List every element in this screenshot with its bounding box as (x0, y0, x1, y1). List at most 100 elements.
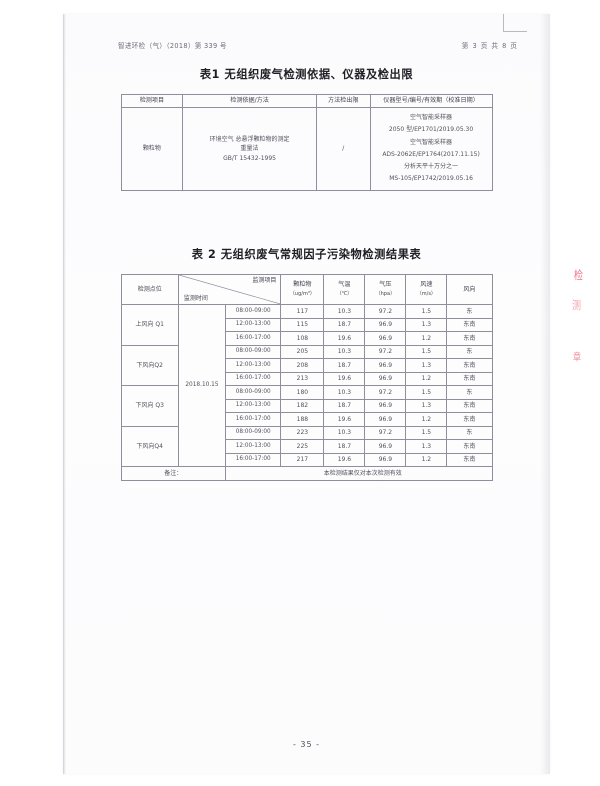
winddirection-value-cell: 东南 (446, 317, 493, 332)
table-row: 12:00-13:00 182 18.7 96.9 1.3 东南 (121, 398, 493, 413)
pressure-value-cell: 96.9 (364, 358, 407, 373)
table1-col-item: 检测项目 (120, 94, 184, 108)
windspeed-value-cell: 1.2 (405, 412, 448, 427)
winddirection-value-cell: 东南 (446, 412, 493, 427)
method-line-3: GB/T 15432-1995 (223, 154, 276, 162)
table1-cell-instrument: 空气智能采样器 2050 型/EP1701/2019.05.30 空气智能采样器… (369, 107, 493, 191)
windspeed-value-cell: 1.3 (405, 358, 448, 373)
winddirection-value-cell: 东南 (446, 398, 493, 413)
measurement-time-cell: 12:00-13:00 (225, 398, 282, 413)
measurement-time-cell: 08:00-09:00 (225, 425, 282, 440)
pressure-value-cell: 97.2 (364, 304, 407, 319)
winddirection-value-cell: 东 (446, 425, 493, 440)
windspeed-value-cell: 1.2 (405, 452, 448, 467)
temperature-value-cell: 18.7 (323, 398, 366, 413)
temperature-value-cell: 10.3 (323, 385, 366, 400)
table-row: 颗粒物 环境空气 总悬浮颗粒物的测定 重量法 GB/T 15432-1995 /… (120, 107, 493, 191)
measurement-site-cell: 下风向 Q3 (120, 385, 179, 427)
windspeed-unit: （m/s） (416, 290, 436, 297)
table2-title: 表 2 无组织废气常规因子污染物检测结果表 (191, 248, 422, 261)
particulate-value-cell: 115 (280, 317, 325, 332)
winddirection-value-cell: 东南 (446, 439, 493, 454)
table1-section: 表1 无组织废气检测依据、仪器及检出限 检测项目 检测依据/方法 方法检出限 仪… (63, 66, 550, 191)
particulate-value-cell: 208 (280, 358, 325, 373)
pressure-value-cell: 96.9 (364, 412, 407, 427)
table2-col-particulate: 颗粒物 （ug/m³） (280, 274, 325, 305)
pressure-value-cell: 97.2 (364, 385, 407, 400)
seal-char-1: 检 (574, 270, 584, 283)
measurement-site-cell: 下风向Q2 (120, 344, 179, 386)
measurement-time-cell: 16:00-17:00 (225, 331, 282, 346)
pressure-value-cell: 96.9 (364, 398, 407, 413)
table-row: 16:00-17:00 188 19.6 96.9 1.2 东南 (121, 412, 493, 427)
windspeed-label: 风速 (420, 281, 433, 289)
particulate-unit: （ug/m³） (289, 290, 315, 297)
table2-col-diagonal: 监测项目 监测时间 (177, 274, 282, 305)
windspeed-value-cell: 1.3 (405, 439, 448, 454)
measurement-time-cell: 12:00-13:00 (225, 358, 282, 373)
table2-note-row: 备注： 本检测结果仅对本次检测有效 (120, 466, 493, 481)
seal-char-3: 章 (573, 351, 581, 364)
table-row: 12:00-13:00 115 18.7 96.9 1.3 东南 (121, 317, 493, 332)
windspeed-value-cell: 1.3 (405, 317, 448, 332)
table2-col-windspeed: 风速 （m/s） (405, 274, 448, 305)
table1-col-limit: 方法检出限 (315, 94, 371, 108)
table2-col-diagonal-bottom: 监测时间 (183, 294, 208, 302)
instrument-line-5: 分析天平十万分之一 (404, 163, 459, 171)
winddirection-value-cell: 东南 (446, 331, 493, 346)
pressure-value-cell: 96.9 (364, 452, 407, 467)
page-footer: - 35 - (63, 740, 550, 749)
table-row: 下风向Q4 08:00-09:00 223 10.3 97.2 1.5 东 (120, 425, 493, 467)
table1-header-row: 检测项目 检测依据/方法 方法检出限 仪器型号/编号/有效期（校准日期） (120, 94, 493, 108)
table-row: 16:00-17:00 217 19.6 96.9 1.2 东南 (121, 452, 493, 467)
pressure-value-cell: 96.9 (364, 371, 407, 386)
instrument-line-2: 2050 型/EP1701/2019.05.30 (388, 126, 474, 134)
temp-unit: （℃） (336, 290, 353, 297)
measurement-time-cell: 16:00-17:00 (225, 371, 282, 386)
table1-col-method: 检测依据/方法 (182, 94, 317, 108)
particulate-value-cell: 223 (280, 425, 325, 440)
method-line-2: 重量法 (240, 145, 259, 153)
measurement-time-cell: 12:00-13:00 (225, 317, 282, 332)
table1-cell-item: 颗粒物 (120, 107, 184, 191)
table2-col-temp: 气温 （℃） (323, 274, 366, 305)
method-line-1: 环境空气 总悬浮颗粒物的测定 (209, 135, 290, 143)
temperature-value-cell: 19.6 (323, 452, 366, 467)
temperature-value-cell: 18.7 (323, 439, 366, 454)
particulate-value-cell: 217 (280, 452, 325, 467)
temperature-value-cell: 10.3 (323, 425, 366, 440)
scanned-page: 智进环检（气）（2018）第 339 号 第 3 页 共 8 页 表1 无组织废… (63, 14, 583, 774)
winddirection-value-cell: 东 (446, 385, 493, 400)
instruments-table: 检测项目 检测依据/方法 方法检出限 仪器型号/编号/有效期（校准日期） 颗粒物… (120, 94, 493, 191)
measurement-time-cell: 08:00-09:00 (225, 385, 282, 400)
crop-mark-left-vertical (63, 14, 64, 774)
measurement-site-cell: 上风向 Q1 (120, 304, 179, 346)
temperature-value-cell: 19.6 (323, 371, 366, 386)
windspeed-value-cell: 1.3 (405, 398, 448, 413)
temperature-value-cell: 18.7 (323, 358, 366, 373)
table-row: 12:00-13:00 225 18.7 96.9 1.3 东南 (121, 439, 493, 454)
instrument-line-6: MS-105/EP1742/2019.05.16 (389, 175, 473, 183)
windspeed-value-cell: 1.5 (405, 304, 448, 319)
instrument-line-1: 空气智能采样器 (410, 114, 453, 121)
particulate-value-cell: 117 (280, 304, 325, 319)
windspeed-value-cell: 1.5 (405, 425, 448, 440)
particulate-value-cell: 182 (280, 398, 325, 413)
crop-mark-top-right-vertical (503, 14, 504, 32)
pressure-value-cell: 96.9 (364, 317, 407, 332)
winddirection-value-cell: 东 (446, 344, 493, 359)
table2-col-winddir: 风向 (446, 274, 493, 305)
temperature-value-cell: 10.3 (323, 304, 366, 319)
table-row: 16:00-17:00 108 19.6 96.9 1.2 东南 (121, 331, 493, 346)
winddirection-value-cell: 东南 (446, 371, 493, 386)
measurement-time-cell: 08:00-09:00 (225, 344, 282, 359)
measurement-date-cell: 2018.10.15 (177, 304, 227, 467)
measurement-time-cell: 08:00-09:00 (225, 304, 282, 319)
winddirection-value-cell: 东南 (446, 452, 493, 467)
instrument-line-4: ADS-2062E/EP1764(2017.11.15) (382, 150, 480, 158)
measurement-site-cell: 下风向Q4 (120, 425, 179, 467)
measurement-time-cell: 16:00-17:00 (225, 412, 282, 427)
table-row: 上风向 Q1 2018.10.15 08:00-09:00 117 10.3 97.2 1.… (120, 304, 493, 467)
table-row: 16:00-17:00 213 19.6 96.9 1.2 东南 (121, 371, 493, 386)
particulate-value-cell: 205 (280, 344, 325, 359)
